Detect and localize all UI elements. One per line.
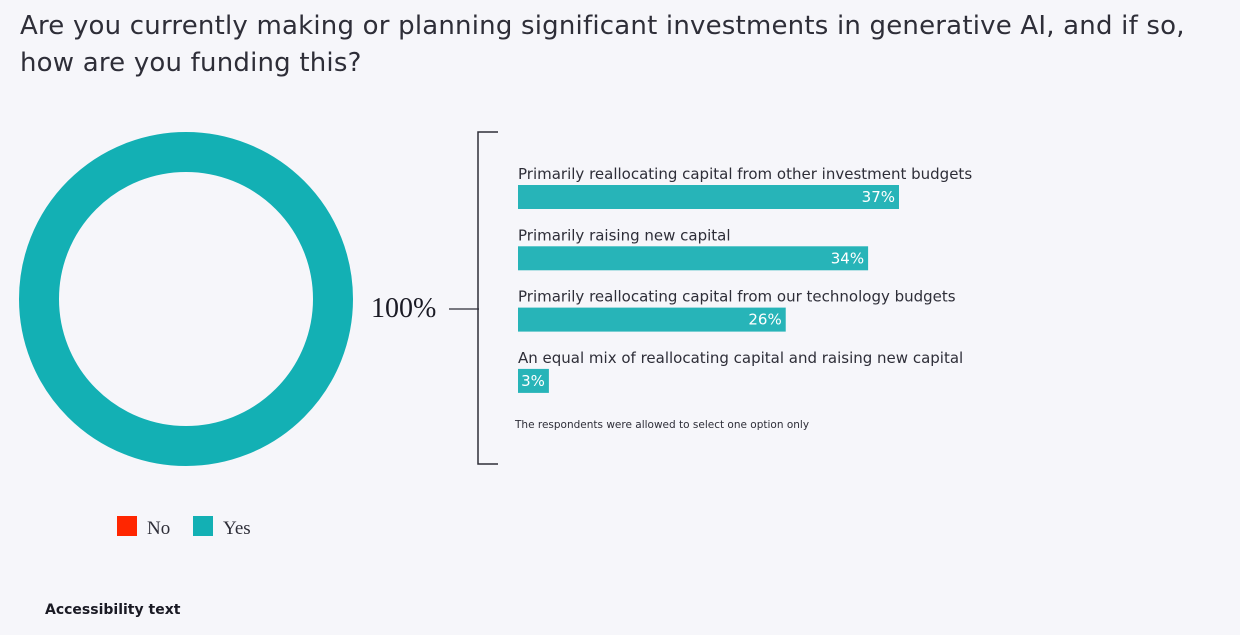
legend-label-no: No xyxy=(147,518,170,539)
bar-value-label: 34% xyxy=(831,249,864,267)
legend-swatch-no xyxy=(117,516,137,536)
legend-swatch-yes xyxy=(193,516,213,536)
chart-canvas: 100% Primarily reallocating capital from… xyxy=(19,131,972,539)
bar xyxy=(518,307,786,332)
chart-title: Are you currently making or planning sig… xyxy=(20,11,1185,78)
donut-slice-yes xyxy=(19,132,353,466)
legend: No Yes xyxy=(117,516,251,539)
bracket xyxy=(477,131,498,465)
bar-value-label: 37% xyxy=(862,188,895,206)
bar-value-label: 3% xyxy=(521,372,545,390)
donut-chart xyxy=(19,132,353,466)
accessibility-text-link[interactable]: Accessibility text xyxy=(45,602,181,618)
bar xyxy=(518,185,899,209)
bar-value-label: 26% xyxy=(748,311,781,329)
bar-category-label: An equal mix of reallocating capital and… xyxy=(518,349,963,367)
bar-category-label: Primarily reallocating capital from our … xyxy=(518,288,956,306)
bar-chart: Primarily reallocating capital from othe… xyxy=(518,165,972,393)
bar-category-label: Primarily reallocating capital from othe… xyxy=(518,165,972,183)
donut-total-label: 100% xyxy=(371,293,436,324)
legend-label-yes: Yes xyxy=(223,518,251,539)
bar xyxy=(518,246,869,271)
bar xyxy=(518,368,549,393)
chart-note: The respondents were allowed to select o… xyxy=(514,419,809,431)
bar-category-label: Primarily raising new capital xyxy=(518,226,731,244)
